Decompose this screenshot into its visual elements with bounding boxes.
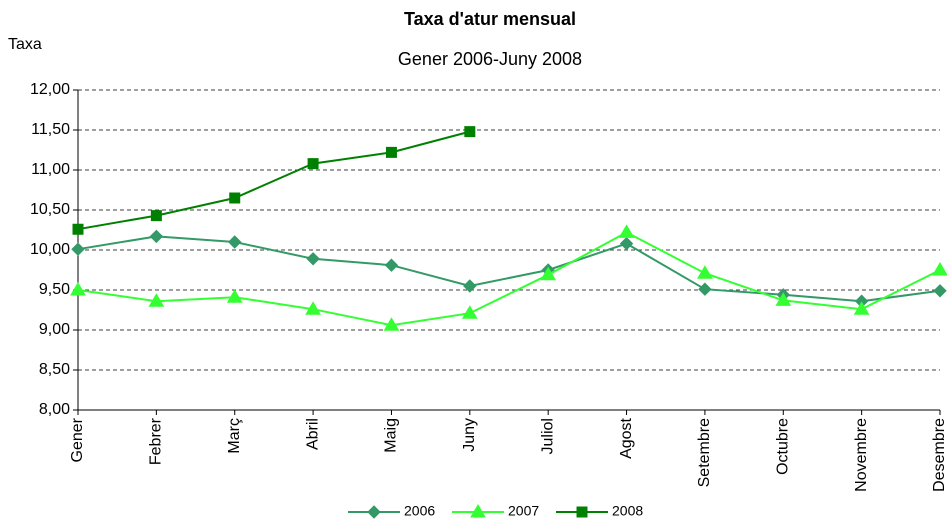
x-tick-label: Maig	[383, 418, 400, 453]
marker	[853, 301, 870, 315]
y-tick-label: 10,50	[30, 201, 70, 218]
series-line	[77, 231, 941, 327]
y-tick-label: 10,00	[30, 241, 70, 258]
marker	[697, 265, 713, 279]
marker	[70, 282, 86, 296]
marker	[226, 289, 243, 303]
series-line	[77, 130, 471, 231]
x-tick-label: Agost	[618, 417, 635, 458]
x-tick-label: Juliol	[539, 418, 556, 454]
marker	[933, 284, 947, 298]
marker	[775, 292, 792, 306]
marker	[384, 258, 399, 272]
marker	[229, 192, 241, 204]
y-tick-label: 8,00	[39, 401, 70, 418]
x-tick-label: Novembre	[853, 418, 870, 492]
marker	[306, 252, 320, 266]
y-axis-label: Taxa	[8, 36, 42, 53]
x-tick-label: Febrer	[148, 417, 165, 465]
marker	[367, 505, 381, 519]
marker	[932, 262, 947, 276]
chart-subtitle: Gener 2006-Juny 2008	[398, 49, 582, 69]
marker	[305, 301, 321, 315]
marker	[150, 210, 162, 222]
legend-label: 2007	[508, 503, 539, 519]
y-tick-label: 12,00	[30, 81, 70, 98]
marker	[618, 224, 635, 238]
marker	[149, 229, 164, 244]
marker	[385, 146, 397, 158]
marker	[71, 242, 85, 256]
legend-label: 2008	[612, 503, 643, 519]
legend-label: 2006	[404, 503, 435, 519]
marker	[470, 504, 486, 518]
marker	[464, 126, 476, 138]
x-tick-label: Desembre	[931, 418, 947, 492]
x-tick-label: Setembre	[696, 418, 713, 487]
marker	[463, 279, 477, 293]
marker	[307, 158, 319, 170]
chart-title: Taxa d'atur mensual	[404, 9, 576, 29]
y-tick-label: 11,50	[31, 121, 70, 138]
y-tick-label: 8,50	[39, 361, 70, 378]
y-tick-label: 9,50	[39, 281, 70, 298]
marker	[619, 236, 634, 251]
marker	[698, 282, 712, 296]
marker	[461, 305, 478, 319]
y-tick-label: 11,00	[31, 161, 70, 178]
x-tick-label: Abril	[304, 418, 321, 450]
y-tick-label: 9,00	[39, 321, 70, 338]
marker	[576, 506, 588, 518]
x-tick-label: Juny	[461, 418, 478, 452]
series-line	[77, 235, 941, 303]
marker	[72, 223, 84, 235]
marker	[383, 317, 400, 331]
marker	[148, 293, 165, 307]
x-tick-label: Octubre	[774, 418, 791, 475]
x-tick-label: Març	[226, 418, 243, 454]
x-tick-label: Gener	[69, 417, 86, 462]
marker	[228, 235, 242, 249]
marker	[540, 266, 557, 281]
